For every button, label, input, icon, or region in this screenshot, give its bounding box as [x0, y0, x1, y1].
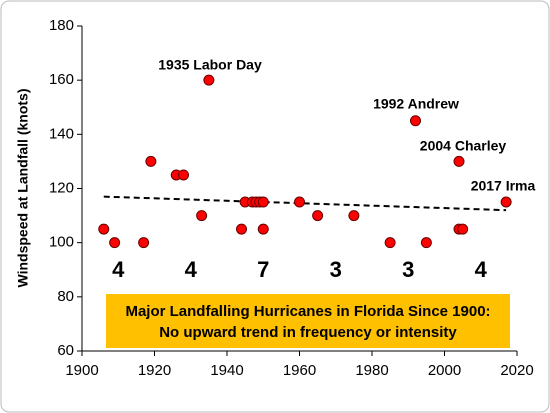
point: [196, 210, 208, 222]
annotation: 1935 Labor Day: [158, 57, 262, 73]
x-tick-label: 1980: [355, 362, 388, 379]
y-tick-label: 140: [49, 125, 74, 142]
point: [384, 237, 396, 249]
x-tick-label: 1940: [210, 362, 243, 379]
point: [420, 237, 432, 249]
period-count: 7: [257, 257, 269, 282]
point: [294, 196, 305, 208]
point: [109, 237, 121, 249]
point: [257, 196, 269, 208]
y-tick-label: 60: [57, 342, 74, 359]
annotation: 2017 Irma: [471, 178, 536, 194]
point: [457, 223, 469, 235]
annotation: 1992 Andrew: [373, 96, 459, 112]
point: [145, 155, 157, 167]
x-tick-label: 1900: [65, 362, 98, 379]
x-tick-label: 1960: [283, 362, 316, 379]
point: [348, 210, 360, 222]
y-tick-label: 160: [49, 71, 74, 88]
y-tick-label: 180: [49, 17, 74, 34]
point: [236, 223, 247, 235]
point: [453, 155, 465, 167]
caption-line: No upward trend in frequency or intensit…: [159, 324, 457, 341]
period-count: 4: [185, 257, 198, 282]
y-tick-label: 120: [49, 179, 74, 196]
y-tick-label: 80: [57, 288, 74, 305]
y-tick-label: 100: [49, 234, 74, 251]
point: [203, 74, 215, 86]
period-count: 4: [475, 257, 488, 282]
caption-line: Major Landfalling Hurricanes in Florida …: [125, 303, 490, 320]
point: [500, 196, 512, 208]
point: [410, 115, 421, 127]
annotation: 2004 Charley: [420, 138, 507, 154]
point: [138, 237, 150, 249]
period-count: 3: [402, 257, 414, 282]
point: [257, 223, 269, 235]
point: [98, 223, 110, 235]
x-tick-label: 2020: [500, 362, 533, 379]
y-axis-label: Windspeed at Landfall (knots): [15, 89, 31, 288]
x-tick-label: 1920: [138, 362, 171, 379]
point: [312, 210, 324, 222]
x-tick-label: 2000: [428, 362, 461, 379]
period-count: 3: [330, 257, 342, 282]
period-count: 4: [112, 257, 125, 282]
trend-line: [103, 195, 507, 212]
caption-box: [106, 294, 510, 348]
point: [178, 169, 189, 181]
